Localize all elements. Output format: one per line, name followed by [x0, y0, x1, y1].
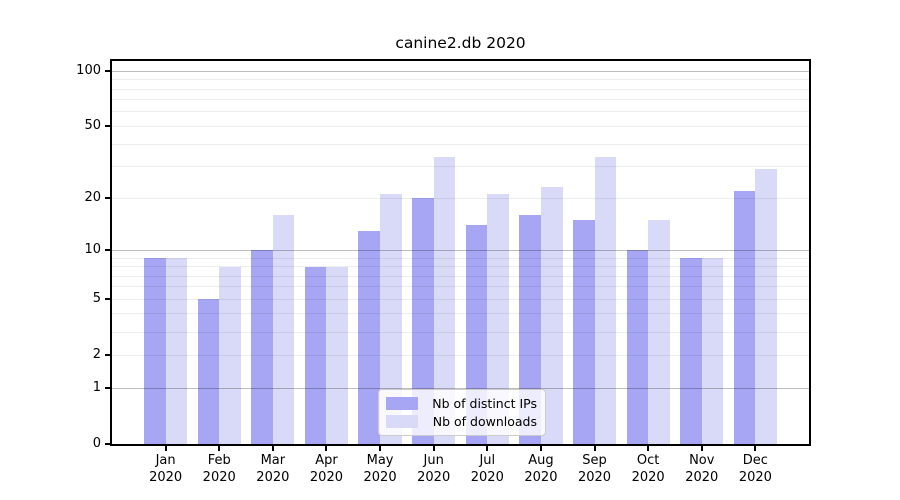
y-tick-label-20: 20	[84, 190, 101, 206]
x-tickmark-oct-2020	[647, 446, 650, 451]
bar-downloads-dec-2020	[755, 169, 777, 444]
bar-distinct-ips-feb-2020	[197, 299, 220, 444]
bar-distinct-ips-sep-2020	[572, 220, 595, 444]
bar-distinct-ips-jan-2020	[144, 258, 166, 444]
chart-title: canine2.db 2020	[395, 34, 526, 52]
gridline-major-100	[112, 70, 809, 72]
legend-label-distinct-ips: Nb of distinct IPs	[432, 396, 537, 411]
x-tick-label-jul-2020: Jul 2020	[470, 453, 504, 485]
x-tickmark-jan-2020	[164, 446, 167, 451]
bar-distinct-ips-nov-2020	[680, 258, 702, 444]
y-tick-label-10: 10	[84, 242, 101, 258]
gridline-minor-40	[112, 143, 809, 145]
gridline-minor-9	[112, 257, 809, 259]
x-tickmark-jul-2020	[486, 446, 489, 451]
x-tick-label-mar-2020: Mar 2020	[256, 453, 290, 485]
gridline-minor-70	[112, 99, 809, 101]
gridline-minor-3	[112, 331, 809, 333]
x-tickmark-dec-2020	[754, 446, 757, 451]
y-tick-label-5: 5	[92, 291, 101, 307]
bar-downloads-jan-2020	[165, 258, 188, 444]
legend-swatch-downloads	[386, 415, 418, 428]
y-tickmark-5	[105, 298, 110, 301]
bar-downloads-apr-2020	[326, 266, 349, 444]
legend-swatch-distinct-ips	[386, 397, 418, 410]
x-tick-label-oct-2020: Oct 2020	[631, 453, 665, 485]
y-tickmark-0	[105, 443, 110, 445]
gridline-minor-20	[112, 197, 809, 199]
y-tickmark-10	[105, 249, 110, 252]
gridline-minor-2	[112, 354, 809, 356]
legend-item-downloads: Nb of downloads	[386, 414, 537, 429]
legend: Nb of distinct IPs Nb of downloads	[378, 389, 546, 436]
bar-distinct-ips-mar-2020	[251, 250, 273, 444]
y-tickmark-50	[105, 125, 110, 128]
x-tickmark-sep-2020	[593, 446, 596, 451]
legend-item-distinct-ips: Nb of distinct IPs	[386, 396, 537, 411]
x-tickmark-nov-2020	[700, 446, 703, 451]
bar-distinct-ips-oct-2020	[626, 250, 649, 444]
x-tickmark-aug-2020	[539, 446, 542, 451]
x-tickmark-feb-2020	[218, 446, 221, 451]
x-tick-label-feb-2020: Feb 2020	[202, 453, 236, 485]
plot-area-border	[110, 59, 811, 446]
y-tickmark-2	[105, 354, 110, 357]
x-tickmark-may-2020	[379, 446, 382, 451]
gridline-minor-30	[112, 166, 809, 168]
y-tick-label-2: 2	[92, 347, 101, 363]
gridline-major-10	[112, 249, 809, 251]
x-tick-label-may-2020: May 2020	[363, 453, 397, 485]
x-tickmark-apr-2020	[325, 446, 328, 451]
bar-distinct-ips-dec-2020	[733, 190, 756, 444]
y-tick-label-50: 50	[84, 118, 101, 134]
x-tick-label-dec-2020: Dec 2020	[738, 453, 772, 485]
x-tick-label-jan-2020: Jan 2020	[149, 453, 183, 485]
bar-distinct-ips-may-2020	[358, 230, 381, 444]
bar-downloads-mar-2020	[272, 215, 295, 444]
gridline-minor-90	[112, 79, 809, 81]
y-tick-label-100: 100	[76, 63, 101, 79]
legend-label-downloads: Nb of downloads	[432, 414, 537, 429]
gridline-minor-80	[112, 88, 809, 90]
gridline-minor-8	[112, 266, 809, 267]
bar-downloads-oct-2020	[648, 220, 670, 444]
bar-downloads-feb-2020	[219, 266, 241, 444]
y-tickmark-100	[105, 70, 110, 73]
x-tickmark-jun-2020	[432, 446, 435, 451]
gridline-minor-6	[112, 286, 809, 288]
x-tick-label-aug-2020: Aug 2020	[524, 453, 558, 485]
y-tickmark-1	[105, 387, 110, 389]
gridline-minor-4	[112, 313, 809, 315]
x-tickmark-mar-2020	[271, 446, 274, 451]
x-tick-label-nov-2020: Nov 2020	[685, 453, 719, 485]
x-tick-label-jun-2020: Jun 2020	[417, 453, 451, 485]
y-tick-label-1: 1	[92, 380, 101, 395]
bar-distinct-ips-apr-2020	[304, 266, 327, 444]
bar-downloads-sep-2020	[594, 156, 617, 444]
gridline-minor-7	[112, 275, 809, 277]
y-tick-label-0: 0	[92, 436, 101, 451]
gridline-minor-50	[112, 125, 809, 127]
gridline-minor-60	[112, 111, 809, 113]
bar-downloads-nov-2020	[701, 258, 724, 444]
x-tick-label-apr-2020: Apr 2020	[309, 453, 343, 485]
x-tick-label-sep-2020: Sep 2020	[577, 453, 612, 485]
gridline-minor-5	[112, 298, 809, 300]
y-tickmark-20	[105, 197, 110, 200]
